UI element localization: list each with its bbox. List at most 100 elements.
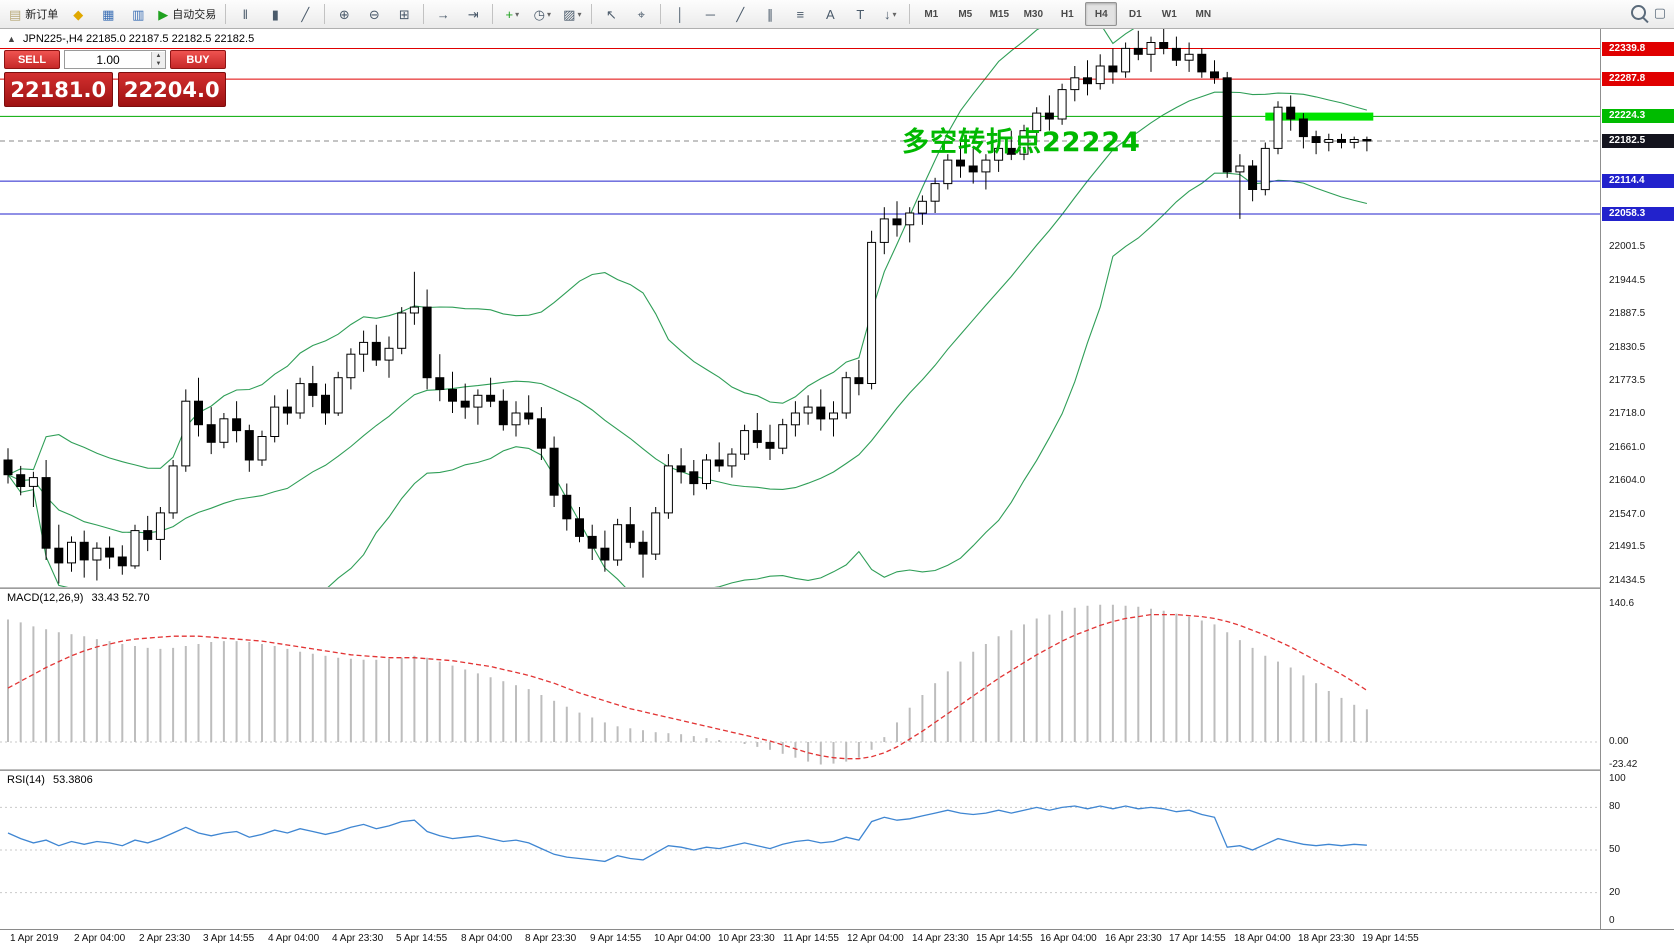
indicators-button-dropdown-icon[interactable]: ▾ [515, 9, 520, 19]
volume-spinner: ▲ ▼ [151, 51, 165, 68]
autotrading-button[interactable]: ▶ 自动交易 [154, 2, 220, 26]
trendline-button[interactable]: ╱ [726, 2, 754, 26]
market-watch-button[interactable]: ▦ [94, 2, 122, 26]
time-label: 3 Apr 14:55 [203, 933, 255, 944]
timeframe-d1[interactable]: D1 [1119, 2, 1151, 26]
trendline-icon: ╱ [736, 6, 745, 22]
vertical-line-icon: │ [676, 6, 685, 22]
timeframe-m30-label: M30 [1023, 8, 1044, 20]
window-icon[interactable]: ▢ [1653, 5, 1666, 20]
hline-badge-22339: 22339.8 [1602, 42, 1674, 56]
crosshair-icon: ⌖ [637, 6, 645, 22]
macd-indicator-label: MACD(12,26,9) 33.43 52.70 [7, 592, 155, 604]
macd-values: 33.43 52.70 [91, 592, 150, 604]
time-label: 4 Apr 23:30 [332, 933, 384, 944]
line-chart-button[interactable]: ╱ [291, 2, 319, 26]
zoom-out-button[interactable]: ⊖ [360, 2, 388, 26]
tile-windows-icon: ⊞ [398, 6, 410, 22]
timeframe-mn[interactable]: MN [1187, 2, 1219, 26]
arrows-button-dropdown-icon[interactable]: ▾ [892, 9, 897, 19]
search-icon[interactable] [1630, 5, 1646, 20]
periods-button[interactable]: ◷ ▾ [528, 2, 556, 26]
candlestick-chart-button[interactable]: ▮ [261, 2, 289, 26]
template-button[interactable]: ▨ ▾ [558, 2, 586, 26]
crosshair-button[interactable]: ⌖ [627, 2, 655, 26]
channel-button[interactable]: ∥ [756, 2, 784, 26]
toolbar-separator [591, 4, 593, 24]
volume-down-icon[interactable]: ▼ [152, 59, 165, 68]
horizontal-line-button[interactable]: ─ [696, 2, 724, 26]
new-order-button[interactable]: ▤ 新订单 [5, 2, 62, 26]
arrows-button[interactable]: ↓ ▾ [876, 2, 904, 26]
rsi-scale-tick: 20 [1609, 887, 1621, 898]
timeframe-h1[interactable]: H1 [1051, 2, 1083, 26]
indicators-icon: + [505, 6, 514, 22]
rsi-scale-tick: 100 [1609, 773, 1626, 784]
vertical-line-button[interactable]: │ [666, 2, 694, 26]
timeframe-m30[interactable]: M30 [1017, 2, 1049, 26]
timeframe-m1[interactable]: M1 [915, 2, 947, 26]
toolbar-separator [423, 4, 425, 24]
chart-header: ▲ JPN225-,H4 22185.0 22187.5 22182.5 221… [7, 33, 254, 45]
timeframe-h4-label: H4 [1094, 8, 1108, 20]
toolbar: ▤ 新订单 ◆ ▦ ▥ ▶ 自动交易 ‖ ▮ ╱ ⊕ ⊖ ⊞ → ⇥ + ▾ ◷ ▾ ▨ ▾ ↖ ⌖ │ ─ ╱ ∥ ≡ A T ↓ ▾ M1 M… [0, 0, 1674, 29]
fibonacci-icon: ≡ [796, 6, 805, 22]
periods-button-dropdown-icon[interactable]: ▾ [546, 9, 551, 19]
text-icon: A [825, 6, 835, 22]
sell-button[interactable]: SELL [4, 50, 60, 69]
auto-scroll-button[interactable]: → [429, 2, 457, 26]
price-tick: 21718.0 [1609, 408, 1646, 419]
volume-up-icon[interactable]: ▲ [152, 51, 165, 60]
toolbar-separator [660, 4, 662, 24]
autotrading-icon: ▶ [158, 6, 169, 22]
timeframe-w1[interactable]: W1 [1153, 2, 1185, 26]
macd-panel[interactable] [0, 589, 1600, 769]
bars-chart-button[interactable]: ‖ [231, 2, 259, 26]
indicators-button[interactable]: + ▾ [498, 2, 526, 26]
timeframe-m15[interactable]: M15 [983, 2, 1015, 26]
periods-icon: ◷ [533, 6, 545, 22]
price-tick: 21661.0 [1609, 442, 1646, 453]
bars-chart-icon: ‖ [242, 6, 248, 22]
time-label: 9 Apr 14:55 [590, 933, 642, 944]
volume-field[interactable]: 1.00 ▲ ▼ [64, 50, 166, 69]
buy-button[interactable]: BUY [170, 50, 226, 69]
fibonacci-button[interactable]: ≡ [786, 2, 814, 26]
label-button[interactable]: T [846, 2, 874, 26]
charts-profile-icon: ◆ [73, 6, 84, 22]
main-price-chart[interactable] [0, 29, 1600, 587]
time-label: 2 Apr 23:30 [139, 933, 191, 944]
data-window-button[interactable]: ▥ [124, 2, 152, 26]
toolbar-right: ▢ [1630, 5, 1666, 20]
time-axis[interactable]: 1 Apr 2019 2 Apr 04:00 2 Apr 23:30 3 Apr 14… [0, 929, 1674, 947]
tile-windows-button[interactable]: ⊞ [390, 2, 418, 26]
rsi-scale-tick: 50 [1609, 844, 1621, 855]
zoom-in-button[interactable]: ⊕ [330, 2, 358, 26]
new-order-icon: ▤ [9, 6, 22, 22]
cursor-button[interactable]: ↖ [597, 2, 625, 26]
time-label: 15 Apr 14:55 [976, 933, 1033, 944]
chart-shift-button[interactable]: ⇥ [459, 2, 487, 26]
timeframe-m5[interactable]: M5 [949, 2, 981, 26]
charts-profile-button[interactable]: ◆ [64, 2, 92, 26]
panel-separator[interactable] [0, 587, 1674, 589]
time-label: 1 Apr 2019 [10, 933, 59, 944]
price-tick: 21491.5 [1609, 541, 1646, 552]
timeframe-m1-label: M1 [924, 8, 939, 20]
panel-separator[interactable] [0, 769, 1674, 771]
one-click-collapse-icon[interactable]: ▲ [7, 34, 16, 44]
time-label: 17 Apr 14:55 [1169, 933, 1226, 944]
text-button[interactable]: A [816, 2, 844, 26]
price-axis[interactable]: 22001.5 21944.5 21887.5 21830.5 21773.5 21718… [1600, 29, 1674, 929]
rsi-panel[interactable] [0, 771, 1600, 929]
sell-price-button[interactable]: 22181.0 [4, 72, 113, 107]
template-button-dropdown-icon[interactable]: ▾ [577, 9, 582, 19]
candlestick-chart-icon: ▮ [271, 6, 279, 22]
timeframe-h4[interactable]: H4 [1085, 2, 1118, 26]
buy-price-button[interactable]: 22204.0 [117, 72, 226, 107]
volume-value: 1.00 [96, 52, 120, 67]
price-tick: 21434.5 [1609, 575, 1646, 586]
time-label: 8 Apr 23:30 [525, 933, 577, 944]
time-label: 10 Apr 23:30 [718, 933, 775, 944]
